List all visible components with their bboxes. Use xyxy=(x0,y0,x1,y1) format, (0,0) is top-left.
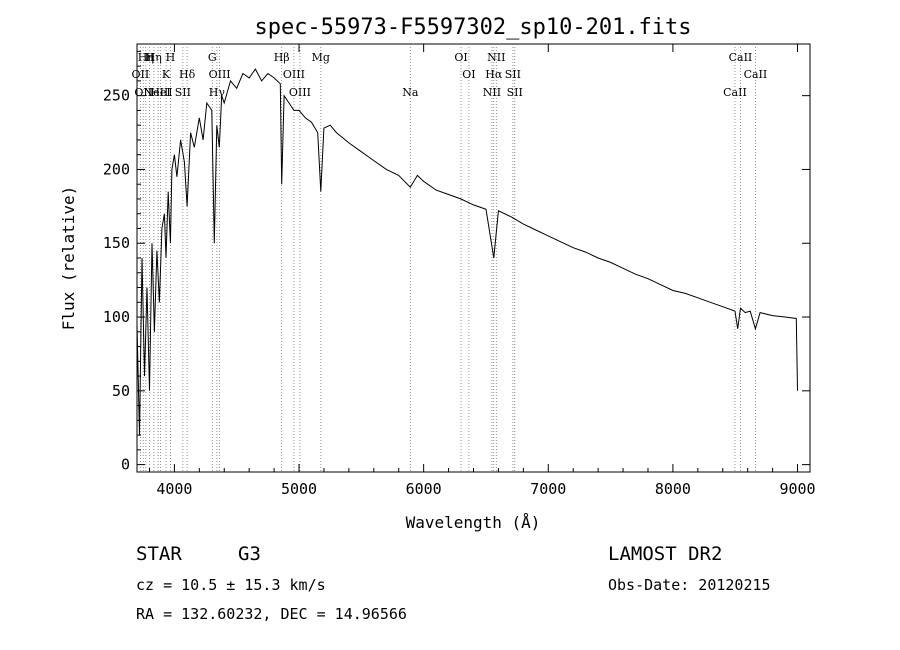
y-tick-label: 200 xyxy=(103,160,130,178)
line-marker-label: H xyxy=(166,51,176,64)
line-marker-label: NeIII xyxy=(143,86,172,99)
y-tick-label: 250 xyxy=(103,87,130,105)
line-marker-label: CaII xyxy=(729,51,753,64)
x-axis-label: Wavelength (Å) xyxy=(406,513,541,532)
line-marker-label: Hδ xyxy=(179,68,196,81)
line-marker-labels: OIIOIIHηHHηNeIIIHeIKHSIIHδGHγOIIIHβOIIIO… xyxy=(132,51,768,99)
object-class: STAR xyxy=(136,543,182,565)
line-markers xyxy=(139,44,756,472)
x-tick-label: 4000 xyxy=(156,480,192,498)
line-marker-label: OIII xyxy=(209,68,231,81)
line-marker-label: H xyxy=(145,51,155,64)
line-marker-label: Na xyxy=(402,86,419,99)
subclass: G3 xyxy=(238,543,261,565)
survey-name: LAMOST DR2 xyxy=(608,543,723,565)
line-marker-label: K xyxy=(162,68,171,81)
line-marker-label: OI xyxy=(462,68,475,81)
redshift: cz = 10.5 ± 15.3 km/s xyxy=(136,576,326,594)
y-axis-ticks: 0 50 100 150 200 250 xyxy=(103,50,810,474)
line-marker-label: SII xyxy=(175,86,191,99)
y-tick-label: 100 xyxy=(103,308,130,326)
y-tick-label: 150 xyxy=(103,234,130,252)
line-marker-label: Hγ xyxy=(209,86,226,99)
line-marker-label: Hη xyxy=(138,51,154,64)
spectrum-line xyxy=(136,68,798,436)
line-marker-label: Mg xyxy=(312,51,330,64)
coordinates: RA = 132.60232, DEC = 14.96566 xyxy=(136,605,407,623)
line-marker-label: NII xyxy=(487,51,505,64)
plot-frame xyxy=(136,43,811,473)
line-marker-label: OIII xyxy=(283,68,305,81)
y-tick-label: 50 xyxy=(112,382,130,400)
x-tick-label: 9000 xyxy=(779,480,815,498)
line-marker-label: CaII xyxy=(723,86,747,99)
line-marker-label: NII xyxy=(483,86,501,99)
y-axis-label: Flux (relative) xyxy=(59,186,78,331)
line-marker-label: Hα xyxy=(485,68,503,81)
line-marker-label: OIII xyxy=(289,86,311,99)
x-tick-label: 6000 xyxy=(406,480,442,498)
chart-title: spec-55973-F5597302_sp10-201.fits xyxy=(254,15,691,40)
y-tick-label: 0 xyxy=(121,456,130,474)
line-marker-label: CaII xyxy=(744,68,768,81)
line-marker-label: SII xyxy=(505,68,521,81)
x-axis-ticks: 4000 5000 6000 7000 8000 9000 xyxy=(148,44,816,498)
obs-date: Obs-Date: 20120215 xyxy=(608,576,771,594)
line-marker-label: Hβ xyxy=(274,51,290,64)
x-tick-label: 7000 xyxy=(530,480,566,498)
x-tick-label: 8000 xyxy=(655,480,691,498)
line-marker-label: Hη xyxy=(146,51,162,64)
line-marker-label: SII xyxy=(507,86,523,99)
line-marker-label: OI xyxy=(454,51,467,64)
line-marker-label: HeI xyxy=(150,86,170,99)
x-tick-label: 5000 xyxy=(281,480,317,498)
line-marker-label: G xyxy=(208,51,217,64)
line-marker-label: OII xyxy=(132,68,150,81)
